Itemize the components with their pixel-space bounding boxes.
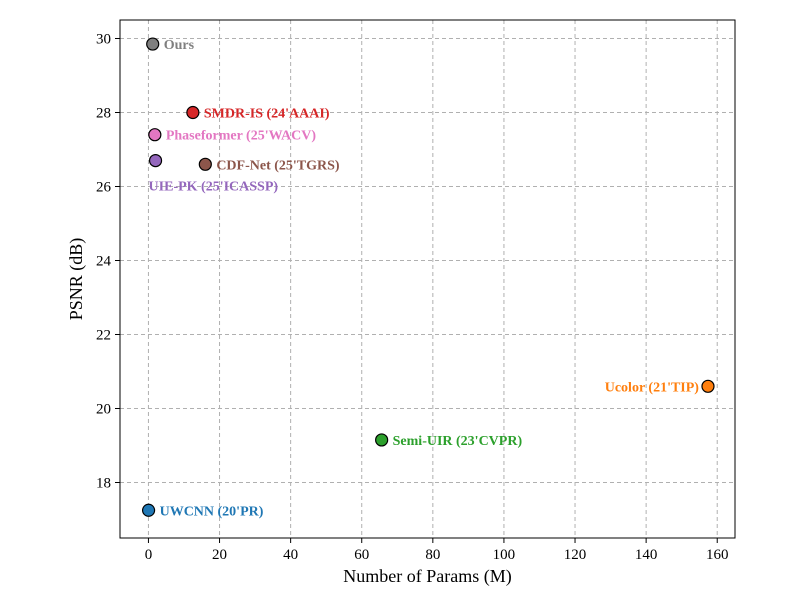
data-point-label: Semi-UIR (23'CVPR) <box>393 434 523 449</box>
x-tick-label: 40 <box>283 547 298 563</box>
y-tick-label: 28 <box>96 106 111 122</box>
y-tick-label: 18 <box>96 476 111 492</box>
data-point-marker <box>186 105 200 120</box>
axis-ticks: 0 20 40 60 80 100 120 140 160 18 20 22 24 26 28 30 <box>96 32 728 564</box>
data-point-label: CDF-Net (25'TGRS) <box>216 158 340 173</box>
data-point-marker <box>701 379 715 393</box>
x-tick-label: 80 <box>425 547 440 563</box>
data-point-label: UWCNN (20'PR) <box>160 504 264 519</box>
data-point-marker <box>148 128 162 142</box>
y-tick-label: 24 <box>96 254 112 270</box>
x-tick-label: 120 <box>564 547 587 563</box>
x-tick-label: 20 <box>212 547 227 563</box>
data-point-label: Phaseformer (25'WACV) <box>166 129 317 144</box>
plot-frame <box>119 19 736 539</box>
data-point-label: SMDR-IS (24'AAAI) <box>204 107 330 122</box>
data-point-marker <box>375 433 389 447</box>
y-tick-label: 26 <box>96 180 112 196</box>
grid <box>120 20 735 538</box>
x-tick-label: 0 <box>145 547 153 563</box>
data-points: Ours SMDR-IS (24'AAAI) Phaseformer (25'WAC… <box>141 37 715 519</box>
x-axis-title: Number of Params (M) <box>343 566 511 587</box>
data-point-label: Ucolor (21'TIP) <box>605 380 700 395</box>
x-tick-label: 100 <box>493 547 516 563</box>
data-point-label: Ours <box>164 38 195 53</box>
x-tick-label: 160 <box>706 547 729 563</box>
data-point-marker <box>141 503 156 517</box>
x-tick-label: 140 <box>635 547 658 563</box>
y-axis-title: PSNR (dB) <box>66 238 87 321</box>
y-tick-label: 30 <box>96 32 111 48</box>
y-tick-label: 22 <box>96 328 111 344</box>
data-point-label: UIE-PK (25'ICASSP) <box>149 180 279 195</box>
x-tick-label: 60 <box>354 547 369 563</box>
data-point-marker <box>198 157 212 171</box>
data-point-marker <box>148 154 163 168</box>
y-tick-label: 20 <box>96 402 111 418</box>
data-point-marker <box>146 37 160 51</box>
